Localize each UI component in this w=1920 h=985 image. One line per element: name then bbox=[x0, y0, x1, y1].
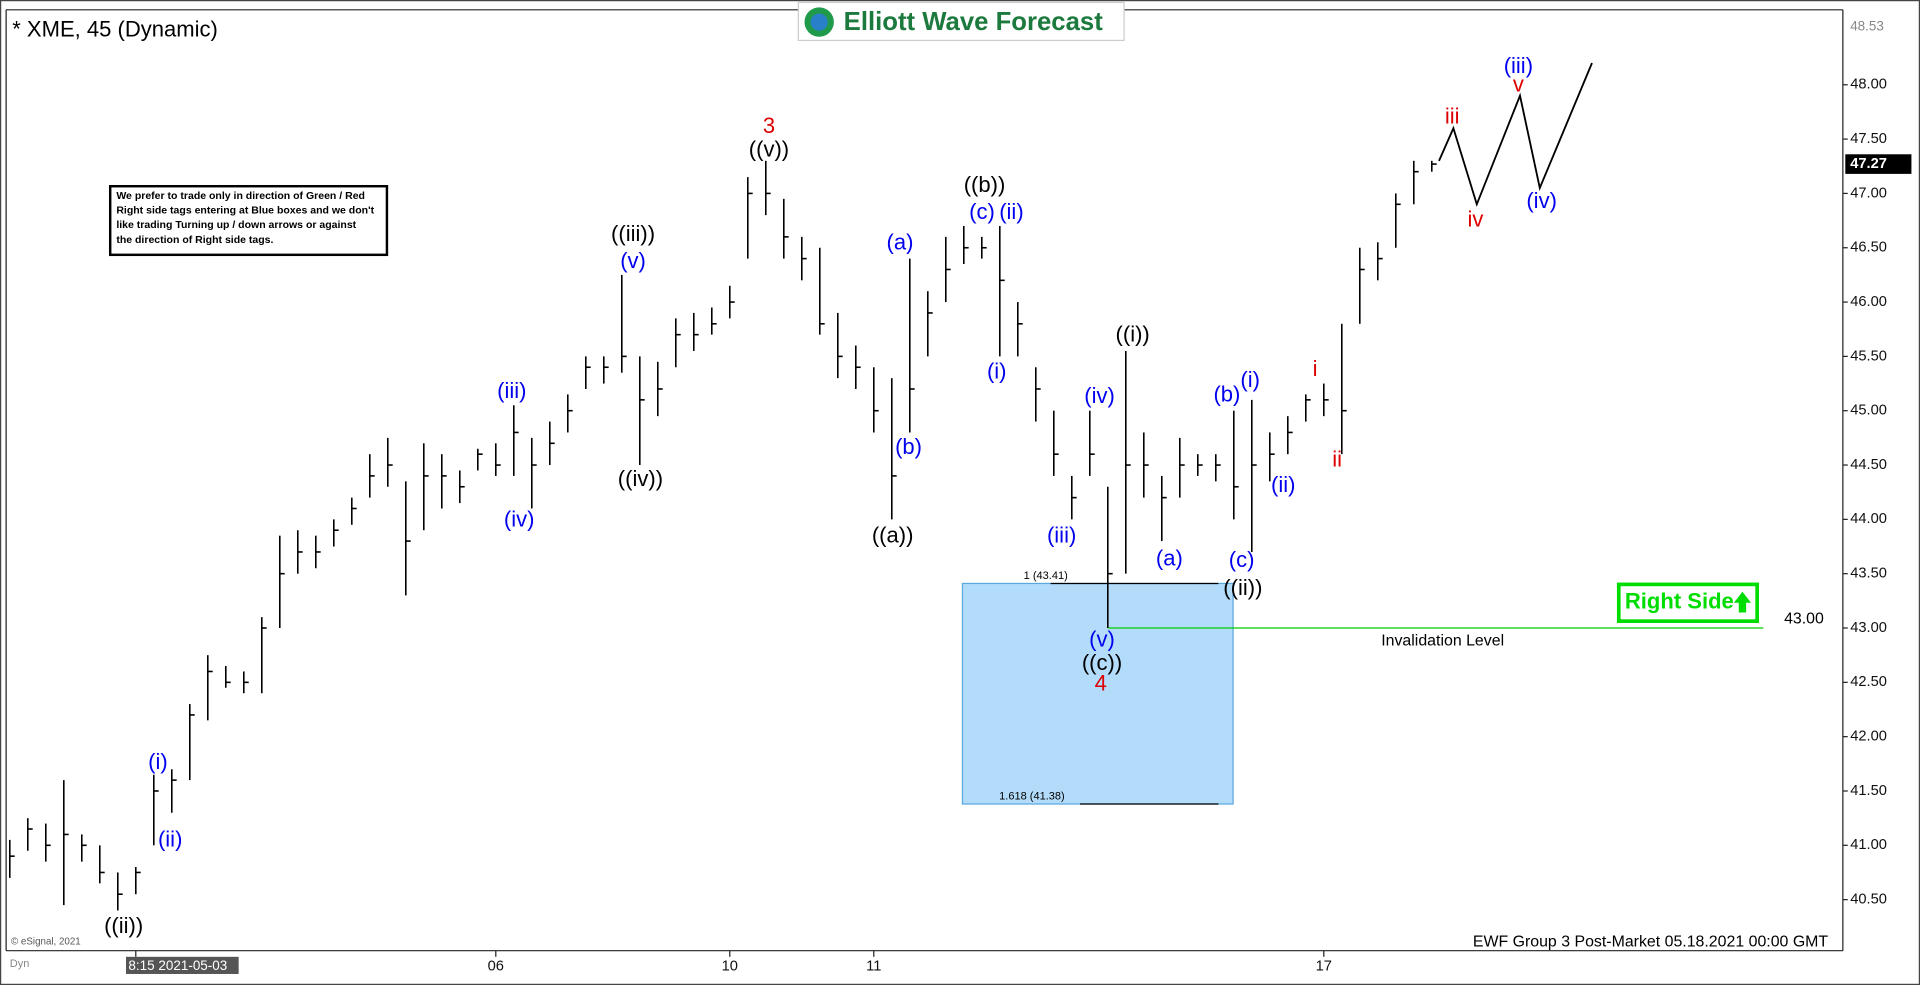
note-box bbox=[108, 184, 389, 257]
mode-label: Dyn bbox=[10, 958, 30, 970]
fib-label: 1.618 (41.38) bbox=[999, 791, 1065, 803]
wave-label: ((v)) bbox=[749, 137, 789, 162]
wave-label: ((ii)) bbox=[104, 913, 143, 938]
wave-label: (a) bbox=[1156, 546, 1183, 571]
wave-label: ((iii)) bbox=[611, 221, 655, 246]
x-tick-label: 8:15 2021-05-03 bbox=[128, 958, 227, 973]
logo-text: Elliott Wave Forecast bbox=[844, 8, 1104, 36]
wave-label: (c) bbox=[969, 199, 995, 224]
wave-label: (c) bbox=[1229, 547, 1255, 572]
wave-label: ii bbox=[1332, 446, 1342, 471]
x-tick-label: 10 bbox=[722, 958, 738, 974]
y-tick-label: 41.50 bbox=[1850, 783, 1887, 799]
y-tick-label: 44.00 bbox=[1850, 511, 1887, 527]
y-tick-label: 46.00 bbox=[1850, 294, 1887, 310]
wave-label: ((c)) bbox=[1082, 650, 1122, 675]
y-tick-label: 47.50 bbox=[1850, 131, 1887, 147]
right-side-arrow bbox=[1733, 591, 1752, 613]
x-tick-label-box bbox=[126, 956, 239, 974]
note-line: Right side tags entering at Blue boxes a… bbox=[116, 205, 374, 217]
wave-label: (ii) bbox=[999, 199, 1023, 224]
footer-text: EWF Group 3 Post-Market 05.18.2021 00:00… bbox=[1473, 933, 1829, 950]
y-tick-label: 43.00 bbox=[1850, 620, 1887, 636]
logo-icon-inner bbox=[810, 13, 828, 31]
chart-title: * XME, 45 (Dynamic) bbox=[12, 16, 218, 41]
target-box bbox=[961, 582, 1234, 805]
wave-label: (iii) bbox=[1047, 522, 1076, 547]
fib-label: 1 (43.41) bbox=[1024, 570, 1068, 582]
wave-label: ((b)) bbox=[964, 172, 1006, 197]
invalidation-value: 43.00 bbox=[1784, 611, 1824, 628]
wave-label: (iv) bbox=[1084, 383, 1115, 408]
x-tick-label: 11 bbox=[866, 958, 881, 974]
wave-label: (a) bbox=[887, 230, 914, 255]
wave-label: ((a)) bbox=[872, 522, 914, 547]
x-tick-label: 06 bbox=[488, 958, 504, 974]
wave-label: (b) bbox=[1213, 382, 1240, 407]
copyright: © eSignal, 2021 bbox=[11, 937, 81, 948]
wave-label: ((i)) bbox=[1116, 322, 1150, 347]
y-tick-label: 45.50 bbox=[1850, 348, 1887, 364]
last-price-tag bbox=[1845, 154, 1912, 174]
right-side-text: Right Side bbox=[1625, 589, 1734, 614]
wave-label: (i) bbox=[1240, 367, 1260, 392]
y-tick-label: 40.50 bbox=[1850, 892, 1887, 908]
wave-label: (iii) bbox=[497, 378, 526, 403]
wave-label: (i) bbox=[148, 749, 168, 774]
wave-label: ((ii)) bbox=[1223, 575, 1262, 600]
y-tick-label: 43.50 bbox=[1850, 566, 1887, 582]
invalidation-text: Invalidation Level bbox=[1381, 633, 1504, 650]
wave-label: 3 bbox=[763, 113, 775, 138]
y-tick-label: 47.00 bbox=[1850, 185, 1887, 201]
wave-label: iii bbox=[1445, 103, 1460, 128]
logo-box bbox=[797, 1, 1125, 42]
wave-label: (i) bbox=[987, 358, 1007, 383]
wave-label: (iv) bbox=[504, 507, 535, 532]
y-tick-label: 45.00 bbox=[1850, 403, 1887, 419]
y-tick-label: 44.50 bbox=[1850, 457, 1887, 473]
wave-label: v bbox=[1513, 72, 1524, 97]
wave-label: iv bbox=[1468, 206, 1484, 231]
x-tick-label: 17 bbox=[1316, 958, 1332, 974]
wave-label: (v) bbox=[620, 248, 646, 273]
y-tick-label: 46.50 bbox=[1850, 240, 1887, 256]
wave-label: (iii) bbox=[1504, 53, 1533, 78]
wave-label: i bbox=[1313, 356, 1318, 381]
note-line: We prefer to trade only in direction of … bbox=[116, 190, 365, 202]
wave-label: (v) bbox=[1089, 627, 1115, 652]
wave-label: (ii) bbox=[158, 826, 182, 851]
note-line: the direction of Right side tags. bbox=[116, 234, 273, 246]
wave-label: (ii) bbox=[1271, 472, 1295, 497]
y-axis-top-label: 48.53 bbox=[1850, 19, 1884, 34]
y-tick-label: 41.00 bbox=[1850, 837, 1887, 853]
y-tick-label: 42.00 bbox=[1850, 729, 1887, 745]
wave-label: ((iv)) bbox=[618, 466, 663, 491]
wave-label: 4 bbox=[1095, 671, 1107, 696]
right-side-tag bbox=[1616, 582, 1759, 623]
y-tick-label: 48.00 bbox=[1850, 77, 1887, 93]
y-tick-label: 42.50 bbox=[1850, 674, 1887, 690]
wave-label: (b) bbox=[895, 434, 922, 459]
wave-label: (iv) bbox=[1526, 188, 1557, 213]
projection-path bbox=[1438, 62, 1593, 208]
note-line: like trading Turning up / down arrows or… bbox=[116, 219, 356, 231]
last-price-label: 47.27 bbox=[1850, 156, 1887, 172]
